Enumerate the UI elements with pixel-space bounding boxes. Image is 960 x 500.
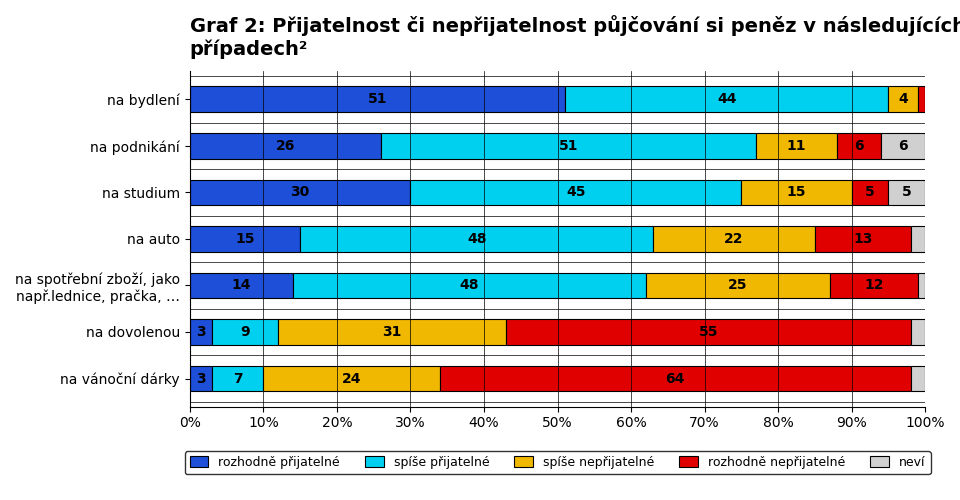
Bar [381,133,756,158]
Bar [293,272,646,298]
Bar [190,226,300,252]
Text: 30: 30 [291,186,310,200]
Text: 4: 4 [899,92,908,106]
Bar [829,272,918,298]
Bar [837,133,881,158]
Text: 48: 48 [460,278,479,292]
Bar [564,86,888,112]
Bar [741,180,852,205]
Text: 45: 45 [566,186,586,200]
Text: 14: 14 [231,278,252,292]
Bar [300,226,653,252]
Bar [888,86,918,112]
Text: 48: 48 [467,232,487,246]
Text: 13: 13 [853,232,873,246]
Text: 64: 64 [665,372,684,386]
Text: 6: 6 [854,139,864,153]
Text: 51: 51 [559,139,578,153]
Bar [756,133,837,158]
Legend: rozhodně přijatelné, spíše přijatelné, spíše nepřijatelné, rozhodně nepřijatelné: rozhodně přijatelné, spíše přijatelné, s… [184,451,930,474]
Bar [918,86,925,112]
Bar [190,319,212,345]
Text: 31: 31 [382,325,402,339]
Bar [815,226,910,252]
Text: 3: 3 [196,325,205,339]
Bar [212,319,278,345]
Bar [881,133,925,158]
Bar [852,180,888,205]
Bar [910,366,925,392]
Bar [190,133,381,158]
Text: 26: 26 [276,139,295,153]
Text: 44: 44 [717,92,736,106]
Text: 24: 24 [342,372,361,386]
Text: 25: 25 [728,278,748,292]
Bar [212,366,263,392]
Bar [190,180,411,205]
Bar [910,226,925,252]
Text: 11: 11 [787,139,806,153]
Bar [888,180,925,205]
Text: 7: 7 [233,372,243,386]
Bar [646,272,829,298]
Bar [411,180,741,205]
Bar [440,366,910,392]
Bar [506,319,910,345]
Bar [653,226,815,252]
Text: Graf 2: Přijatelnost či nepřijatelnost půjčování si peněz v následujících
případ: Graf 2: Přijatelnost či nepřijatelnost p… [190,15,960,59]
Text: 15: 15 [235,232,254,246]
Text: 6: 6 [899,139,908,153]
Text: 9: 9 [240,325,250,339]
Bar [278,319,506,345]
Bar [190,366,212,392]
Text: 5: 5 [902,186,912,200]
Text: 51: 51 [368,92,387,106]
Text: 3: 3 [196,372,205,386]
Bar [263,366,440,392]
Bar [910,319,925,345]
Bar [918,272,925,298]
Text: 15: 15 [787,186,806,200]
Text: 55: 55 [699,325,718,339]
Text: 22: 22 [724,232,744,246]
Bar [190,272,293,298]
Text: 5: 5 [865,186,875,200]
Text: 12: 12 [864,278,883,292]
Bar [190,86,564,112]
